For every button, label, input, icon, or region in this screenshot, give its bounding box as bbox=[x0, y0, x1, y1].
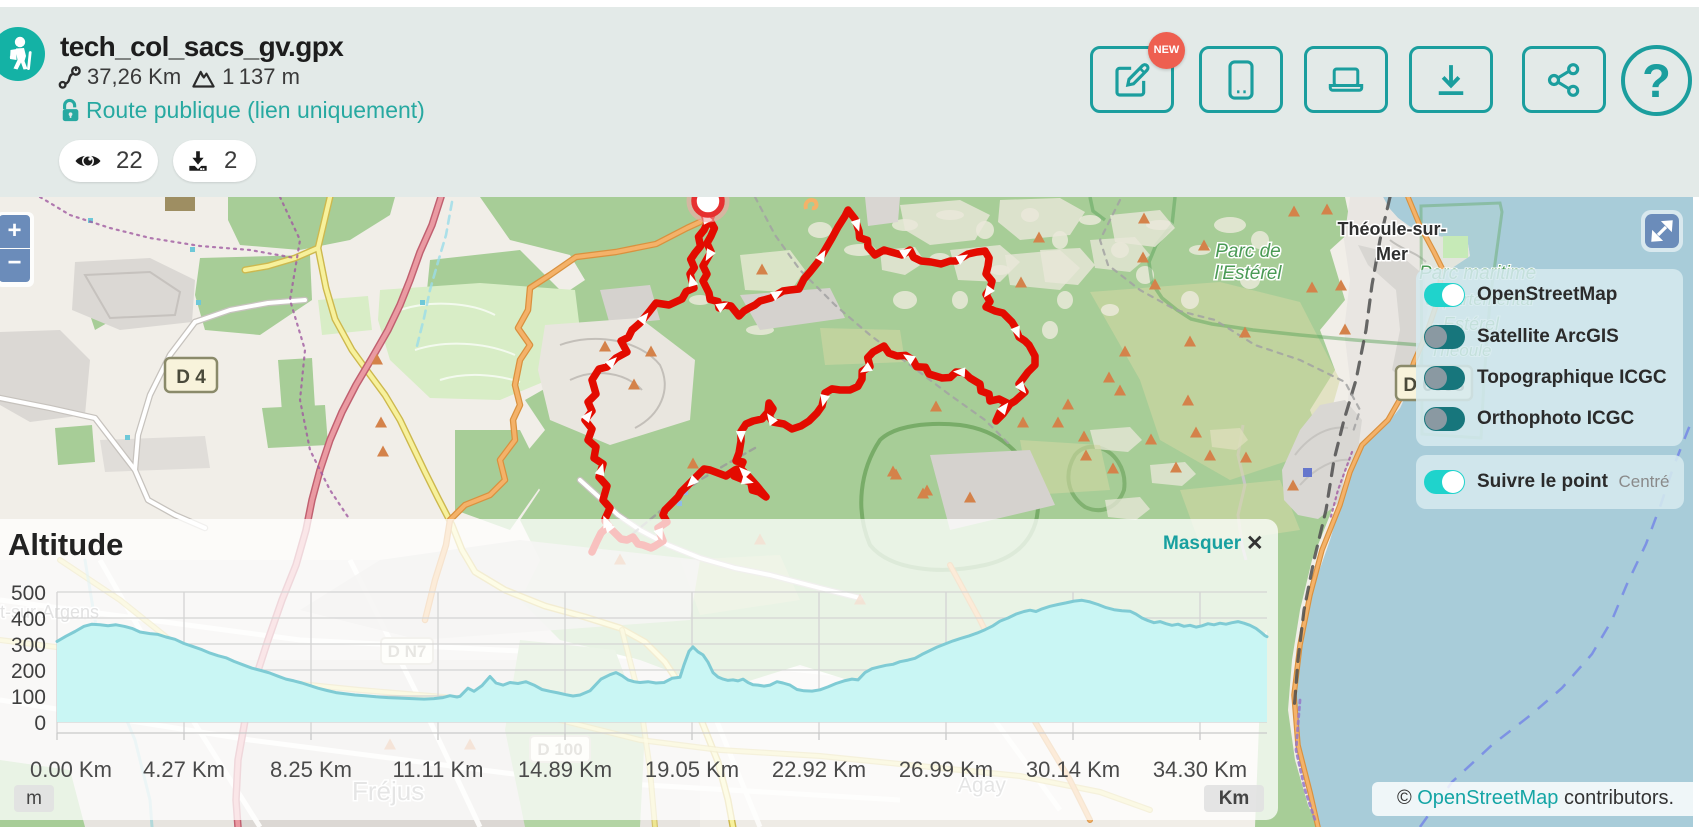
svg-text:Mer: Mer bbox=[1376, 244, 1408, 264]
svg-text:500: 500 bbox=[11, 582, 46, 605]
svg-text:4.27 Km: 4.27 Km bbox=[143, 757, 225, 782]
svg-text:400: 400 bbox=[11, 608, 46, 631]
svg-text:D 4: D 4 bbox=[176, 367, 206, 388]
svg-text:l'Estérel: l'Estérel bbox=[1215, 263, 1283, 284]
svg-text:11.11 Km: 11.11 Km bbox=[393, 757, 484, 782]
svg-text:0: 0 bbox=[34, 712, 46, 735]
svg-text:34.30 Km: 34.30 Km bbox=[1153, 757, 1247, 782]
svg-text:300: 300 bbox=[11, 634, 46, 657]
svg-text:30.14 Km: 30.14 Km bbox=[1026, 757, 1120, 782]
svg-text:100: 100 bbox=[11, 686, 46, 709]
svg-text:14.89 Km: 14.89 Km bbox=[518, 757, 612, 782]
svg-text:0.00 Km: 0.00 Km bbox=[30, 757, 112, 782]
svg-text:200: 200 bbox=[11, 660, 46, 683]
svg-text:26.99 Km: 26.99 Km bbox=[899, 757, 993, 782]
svg-text:Théoule-sur-: Théoule-sur- bbox=[1337, 219, 1446, 239]
svg-text:22.92 Km: 22.92 Km bbox=[772, 757, 866, 782]
svg-text:19.05 Km: 19.05 Km bbox=[645, 757, 739, 782]
svg-text:Parc de: Parc de bbox=[1215, 241, 1280, 262]
svg-text:8.25 Km: 8.25 Km bbox=[270, 757, 352, 782]
